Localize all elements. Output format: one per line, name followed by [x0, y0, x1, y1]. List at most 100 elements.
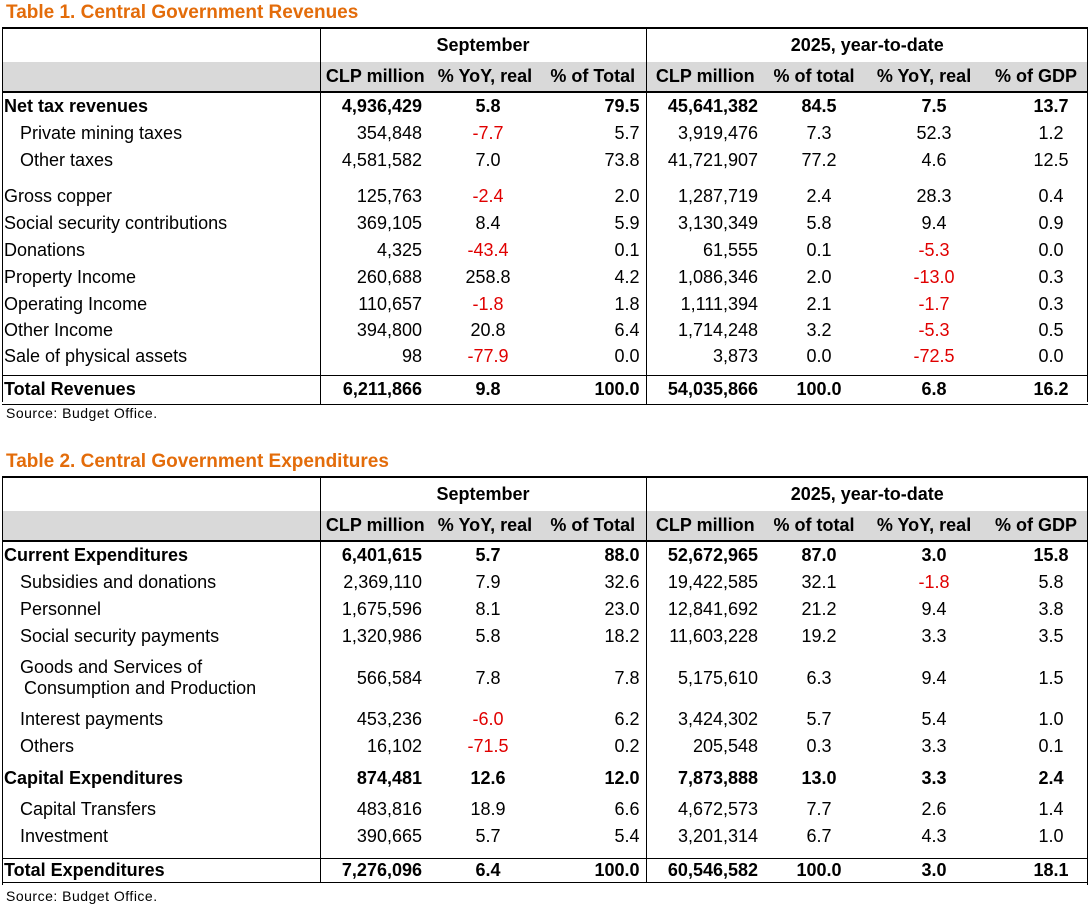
cell-value: 0.0 — [806, 345, 832, 366]
cell-value: 5.4 — [614, 826, 640, 846]
row-label: Other Income — [4, 319, 114, 340]
table-row: Donations 4,325 -43.4 0.1 61,555 0.1 -5.3 0.0 — [2, 237, 1088, 264]
cell-value: 566,584 — [319, 650, 430, 706]
cell-value: 1,111,394 — [645, 291, 765, 317]
cell-value: 0.0 — [1038, 345, 1064, 366]
cell-value: 98 — [319, 343, 430, 369]
cell-value: 110,657 — [319, 291, 430, 317]
row-label: Social security payments — [20, 626, 220, 646]
revenues-table: September 2025, year-to-date CLP million… — [2, 27, 1089, 405]
cell-value: 84.5 — [764, 91, 865, 120]
table-row: Operating Income 110,657 -1.8 1.8 1,111,394 2… — [2, 291, 1088, 317]
cell-value: 100.0 — [540, 857, 647, 883]
cell-value: 0.1 — [614, 240, 640, 260]
cell-value: 2.0 — [614, 186, 640, 206]
group-ytd: 2025, year-to-date — [645, 476, 1089, 511]
cell-value: 60,546,582 — [645, 857, 765, 883]
cell-value: 28.3 — [916, 186, 952, 206]
cell-value: 12.0 — [604, 767, 640, 788]
cell-value: 3,130,349 — [645, 210, 765, 237]
group-ytd: 2025, year-to-date — [645, 27, 1089, 62]
cell-value: 3.0 — [864, 540, 985, 569]
col-header: CLP million — [319, 511, 430, 541]
row-label: Interest payments — [20, 709, 164, 729]
cell-value: 0.0 — [1038, 240, 1064, 260]
cell-value: 205,548 — [645, 733, 765, 760]
cell-value: 2.6 — [921, 799, 947, 819]
row-label: Donations — [4, 240, 86, 260]
table2-title: Table 2. Central Government Expenditures — [6, 451, 389, 472]
cell-value: -5.3 — [918, 319, 950, 340]
table2-group-header: September 2025, year-to-date — [2, 476, 1089, 511]
cell-value: 100.0 — [764, 857, 865, 883]
cell-value: 3.2 — [806, 319, 832, 340]
cell-value: 7.5 — [864, 91, 985, 120]
cell-value: 18.2 — [604, 626, 640, 646]
cell-value: 258.8 — [465, 267, 511, 287]
cell-value: 0.3 — [806, 736, 832, 756]
cell-value: 1,320,986 — [319, 623, 430, 650]
cell-value: 1.2 — [1038, 123, 1064, 143]
table-row: Other taxes 4,581,582 7.0 73.8 41,721,907 77.… — [2, 147, 1088, 173]
table-row: Social security contributions 369,105 8.4 5… — [2, 210, 1088, 237]
cell-value: 7,873,888 — [645, 760, 765, 796]
cell-value: 7.8 — [475, 667, 501, 688]
cell-value: 52,672,965 — [645, 540, 765, 569]
cell-value: 8.4 — [475, 213, 501, 233]
cell-value: 9.4 — [921, 667, 947, 688]
cell-value: 1,714,248 — [645, 317, 765, 343]
cell-value: 9.4 — [921, 599, 947, 619]
group-september: September — [319, 27, 647, 62]
row-label: Operating Income — [4, 293, 148, 314]
cell-value: 16.2 — [984, 374, 1089, 405]
cell-value: 7.9 — [475, 572, 501, 592]
cell-value: 6.4 — [430, 857, 540, 883]
col-header: % of total — [764, 511, 865, 541]
cell-value: -6.0 — [472, 709, 504, 729]
cell-value: -72.5 — [913, 345, 955, 366]
table-row: Sale of physical assets 98 -77.9 0.0 3,873 0.… — [2, 343, 1088, 369]
cell-value: 7,276,096 — [319, 857, 430, 883]
cell-value: 9.8 — [430, 374, 540, 405]
row-label: Social security contributions — [4, 213, 228, 233]
cell-value: 3.5 — [1038, 626, 1064, 646]
cell-value: 0.1 — [806, 240, 832, 260]
cell-value: 5.8 — [475, 626, 501, 646]
cell-value: 13.0 — [801, 767, 837, 788]
cell-value: 5.9 — [614, 213, 640, 233]
cell-value: 79.5 — [540, 91, 647, 120]
cell-value: 1.0 — [1038, 826, 1064, 846]
row-label: Gross copper — [4, 186, 113, 206]
row-label: Property Income — [4, 267, 137, 287]
cell-value: 3.3 — [921, 767, 947, 788]
table1-column-headers: CLP million % YoY, real % of Total CLP m… — [2, 62, 1089, 92]
cell-value: 5.8 — [1038, 572, 1064, 592]
cell-value: 6.7 — [806, 826, 832, 846]
table2-source: Source: Budget Office. — [6, 888, 158, 904]
cell-value: 12,841,692 — [645, 596, 765, 623]
table1-title: Table 1. Central Government Revenues — [6, 2, 359, 23]
cell-value: 2.4 — [1038, 767, 1064, 788]
cell-value: 100.0 — [540, 374, 647, 405]
cell-value: 5.8 — [806, 213, 832, 233]
cell-value: 3.0 — [864, 857, 985, 883]
table-row: Gross copper 125,763 -2.4 2.0 1,287,719 2.4 28… — [2, 183, 1088, 210]
cell-value: 13.7 — [984, 91, 1089, 120]
cell-value: 52.3 — [916, 123, 952, 143]
table1-group-header: September 2025, year-to-date — [2, 27, 1089, 62]
cell-value: 45,641,382 — [645, 91, 765, 120]
cell-value: -1.8 — [918, 572, 950, 592]
cell-value: 6.8 — [864, 374, 985, 405]
cell-value: 12.6 — [470, 767, 506, 788]
row-label: Sale of physical assets — [4, 345, 188, 366]
cell-value: 1,287,719 — [645, 183, 765, 210]
col-header: % of total — [764, 62, 865, 92]
cell-value: -77.9 — [467, 345, 509, 366]
cell-value: 3.8 — [1038, 599, 1064, 619]
col-header: CLP million — [645, 62, 765, 92]
cell-value: 0.1 — [1038, 736, 1064, 756]
col-header: CLP million — [319, 62, 430, 92]
cell-value: 6.2 — [614, 709, 640, 729]
cell-value: -5.3 — [918, 240, 950, 260]
cell-value: 0.0 — [614, 345, 640, 366]
